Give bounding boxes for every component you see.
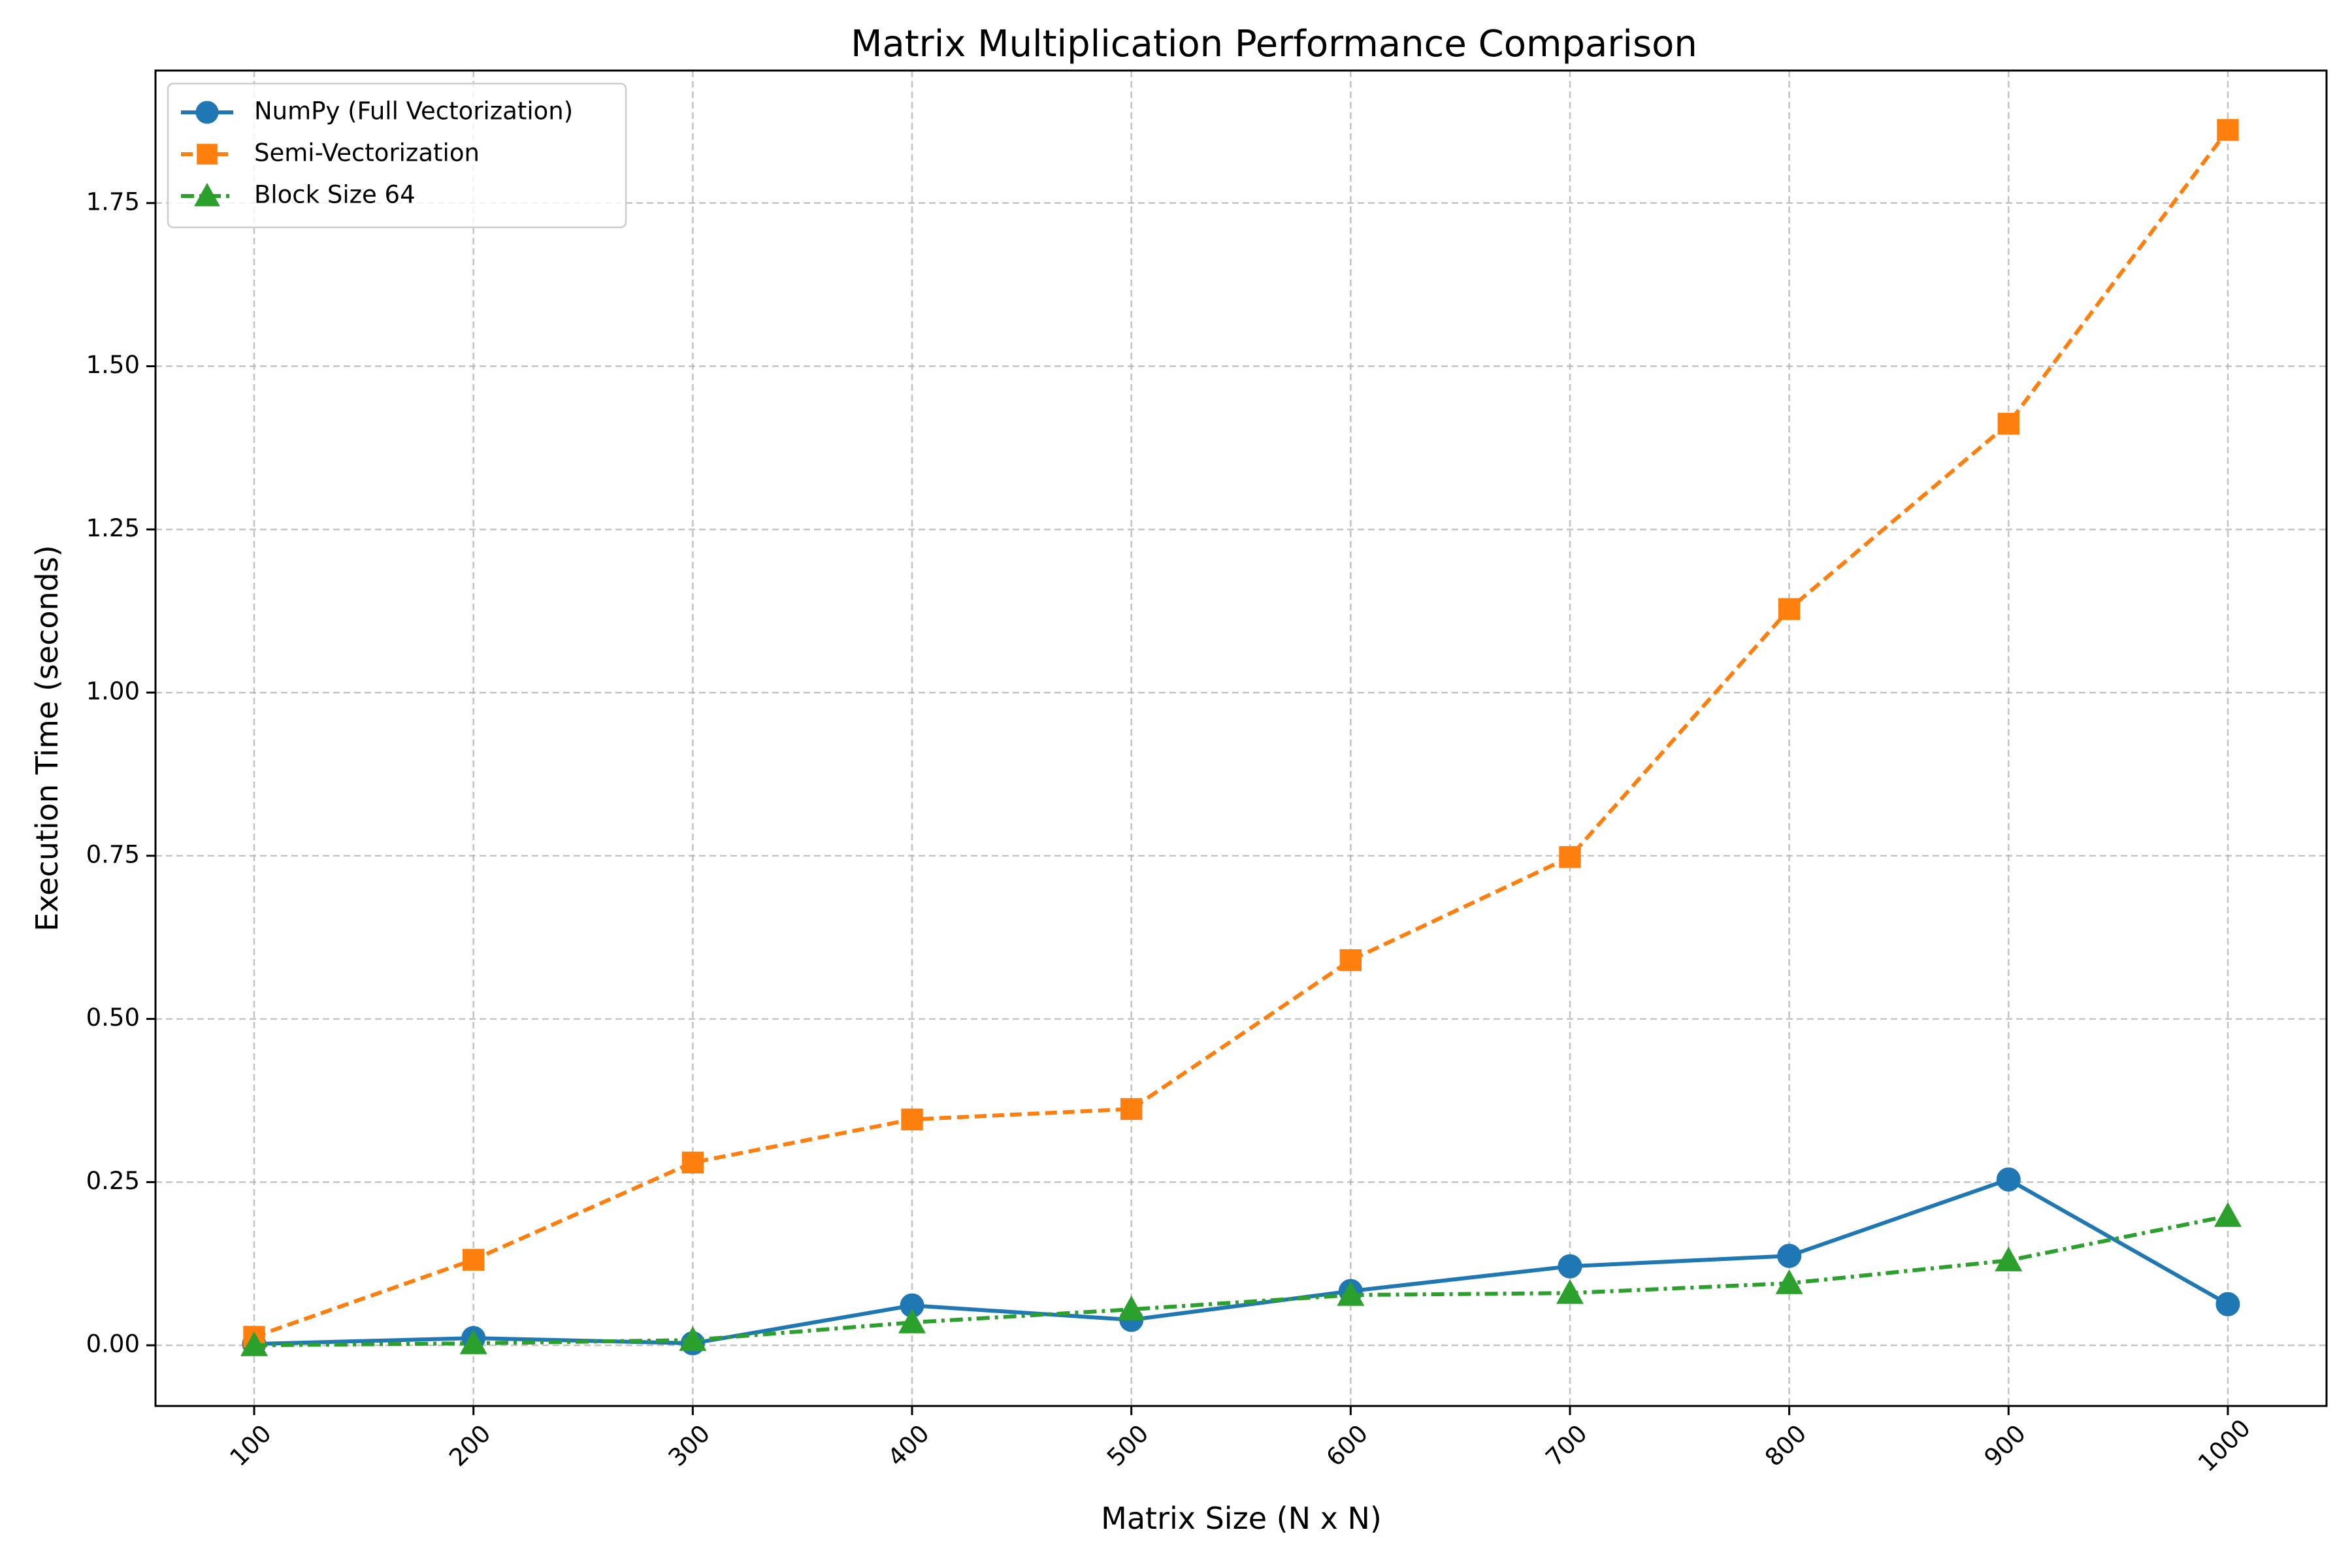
y-tick-label: 0.00: [86, 1330, 140, 1358]
data-point-marker: [1995, 1247, 2023, 1271]
data-point-marker: [1558, 1254, 1582, 1279]
legend-label: Block Size 64: [254, 181, 416, 209]
y-tick-label: 0.75: [86, 840, 140, 868]
series-3: [240, 1202, 2242, 1356]
data-point-marker: [1559, 846, 1581, 868]
plot-area-frame: [154, 69, 2328, 1407]
data-point-marker: [2217, 119, 2239, 141]
y-tick-label: 1.25: [86, 514, 140, 542]
y-tick-label: 1.50: [86, 351, 140, 379]
data-point-marker: [1339, 949, 1362, 972]
y-tick-label: 0.25: [86, 1167, 140, 1195]
data-point-marker: [1556, 1279, 1584, 1304]
legend-box: [167, 82, 627, 229]
legend-marker: [197, 144, 218, 165]
series-line: [254, 1214, 2229, 1348]
data-point-marker: [1996, 1167, 2021, 1192]
x-axis-label: Matrix Size (N x N): [1101, 1501, 1382, 1536]
legend-marker: [195, 101, 219, 124]
data-point-marker: [1777, 1243, 1802, 1268]
legend-marker: [194, 182, 220, 206]
y-axis-ticks: 0.00 0.25 0.50 0.75 1.00 1.25 1.50 1.75: [86, 188, 155, 1358]
data-point-marker: [679, 1326, 707, 1351]
data-point-marker: [1778, 598, 1801, 620]
data-point-marker: [898, 1308, 926, 1333]
data-point-marker: [2213, 1202, 2242, 1227]
data-point-marker: [1117, 1295, 1145, 1320]
data-point-marker: [463, 1249, 485, 1271]
data-point-marker: [681, 1151, 704, 1174]
data-point-marker: [240, 1331, 269, 1356]
series-layer: [240, 119, 2242, 1356]
legend-label: NumPy (Full Vectorization): [254, 97, 573, 125]
data-point-marker: [1997, 412, 2019, 435]
y-axis-label: Execution Time (seconds): [29, 545, 65, 931]
legend: NumPy (Full Vectorization) Semi-Vectoriza…: [167, 82, 627, 229]
data-point-marker: [1775, 1269, 1803, 1294]
data-point-marker: [2215, 1292, 2240, 1316]
series-line: [253, 129, 2230, 1339]
data-point-marker: [1120, 1098, 1143, 1120]
data-point-marker: [901, 1108, 923, 1131]
chart-title: Matrix Multiplication Performance Compar…: [851, 23, 1697, 65]
series-2: [243, 119, 2239, 1348]
data-point-marker: [1337, 1281, 1365, 1306]
y-tick-label: 1.75: [86, 188, 140, 216]
grid: [155, 71, 2327, 1406]
data-point-marker: [459, 1329, 487, 1354]
legend-label: Semi-Vectorization: [254, 139, 480, 167]
y-tick-label: 0.50: [86, 1004, 140, 1032]
y-tick-label: 1.00: [86, 678, 140, 706]
